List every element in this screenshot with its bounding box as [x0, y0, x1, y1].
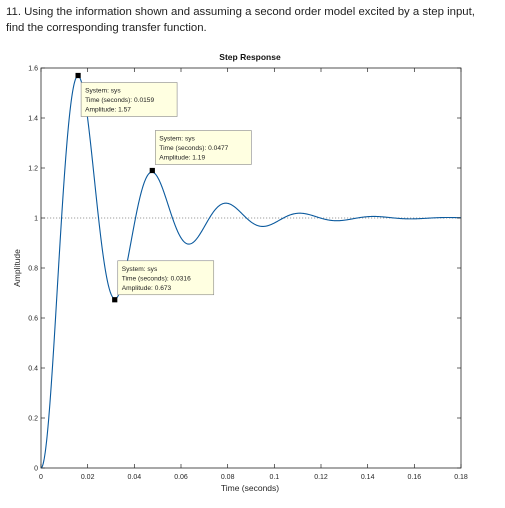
x-tick-label: 0.06	[174, 474, 188, 481]
datatip-box[interactable]: System: sys Time (seconds): 0.0477 Amplitu…	[155, 130, 252, 165]
y-axis-title: Amplitude	[12, 249, 22, 287]
datatip-box[interactable]: System: sys Time (seconds): 0.0159 Amplitu…	[80, 82, 178, 117]
x-tick-label: 0.1	[269, 474, 279, 481]
chart-title: Step Response	[219, 52, 281, 62]
datatip-system-label: System: sys	[122, 266, 158, 273]
datatip-box[interactable]: System: sys Time (seconds): 0.0316 Amplitu…	[117, 260, 215, 296]
y-tick-label: 0.2	[28, 416, 38, 423]
y-tick-label: 0.6	[28, 316, 38, 323]
x-tick-label: 0.04	[128, 474, 142, 481]
datatip-marker[interactable]	[149, 167, 155, 174]
x-tick-label: 0.18	[454, 474, 468, 481]
x-tick-label: 0.16	[408, 474, 422, 481]
x-tick-label: 0.12	[314, 474, 328, 481]
y-tick-label: 0.8	[28, 266, 38, 273]
datatip-system-label: System: sys	[85, 88, 121, 95]
y-tick-label: 1.6	[28, 66, 38, 73]
datatip-time-label: Time (seconds): 0.0316	[122, 275, 191, 282]
datatip-marker[interactable]	[112, 297, 118, 303]
datatip-system-label: System: sys	[159, 136, 195, 143]
step-response-line	[40, 75, 462, 469]
x-tick-label: 0	[39, 474, 43, 481]
datatip-amplitude-label: Amplitude: 1.19	[159, 155, 205, 162]
x-axis-title: Time (seconds)	[221, 483, 279, 493]
y-tick-label: 1	[34, 216, 38, 223]
question-text: 11. Using the information shown and assu…	[6, 6, 475, 34]
y-tick-label: 1.2	[28, 166, 38, 173]
x-tick-label: 0.08	[221, 474, 235, 481]
datatip-time-label: Time (seconds): 0.0477	[159, 145, 228, 152]
x-tick-label: 0.14	[361, 474, 375, 481]
plot-area	[40, 67, 462, 469]
datatip-time-label: Time (seconds): 0.0159	[85, 97, 154, 104]
datatip-amplitude-label: Amplitude: 1.57	[85, 107, 131, 114]
y-tick-label: 0.4	[28, 366, 38, 373]
datatip-marker[interactable]	[75, 72, 81, 79]
y-tick-label: 1.4	[28, 116, 38, 123]
x-tick-label: 0.02	[81, 474, 95, 481]
datatip-amplitude-label: Amplitude: 0.673	[122, 285, 172, 292]
y-tick-label: 0	[34, 466, 38, 473]
